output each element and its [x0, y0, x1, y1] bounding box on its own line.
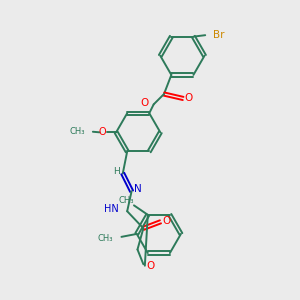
Text: CH₃: CH₃: [69, 127, 85, 136]
Text: O: O: [146, 261, 154, 271]
Text: HN: HN: [104, 204, 119, 214]
Text: Br: Br: [213, 30, 225, 40]
Text: O: O: [99, 127, 106, 137]
Text: N: N: [134, 184, 142, 194]
Text: H: H: [113, 167, 120, 176]
Text: O: O: [184, 94, 193, 103]
Text: O: O: [162, 216, 170, 226]
Text: CH₃: CH₃: [119, 196, 134, 205]
Text: O: O: [140, 98, 148, 108]
Text: CH₃: CH₃: [97, 234, 112, 243]
